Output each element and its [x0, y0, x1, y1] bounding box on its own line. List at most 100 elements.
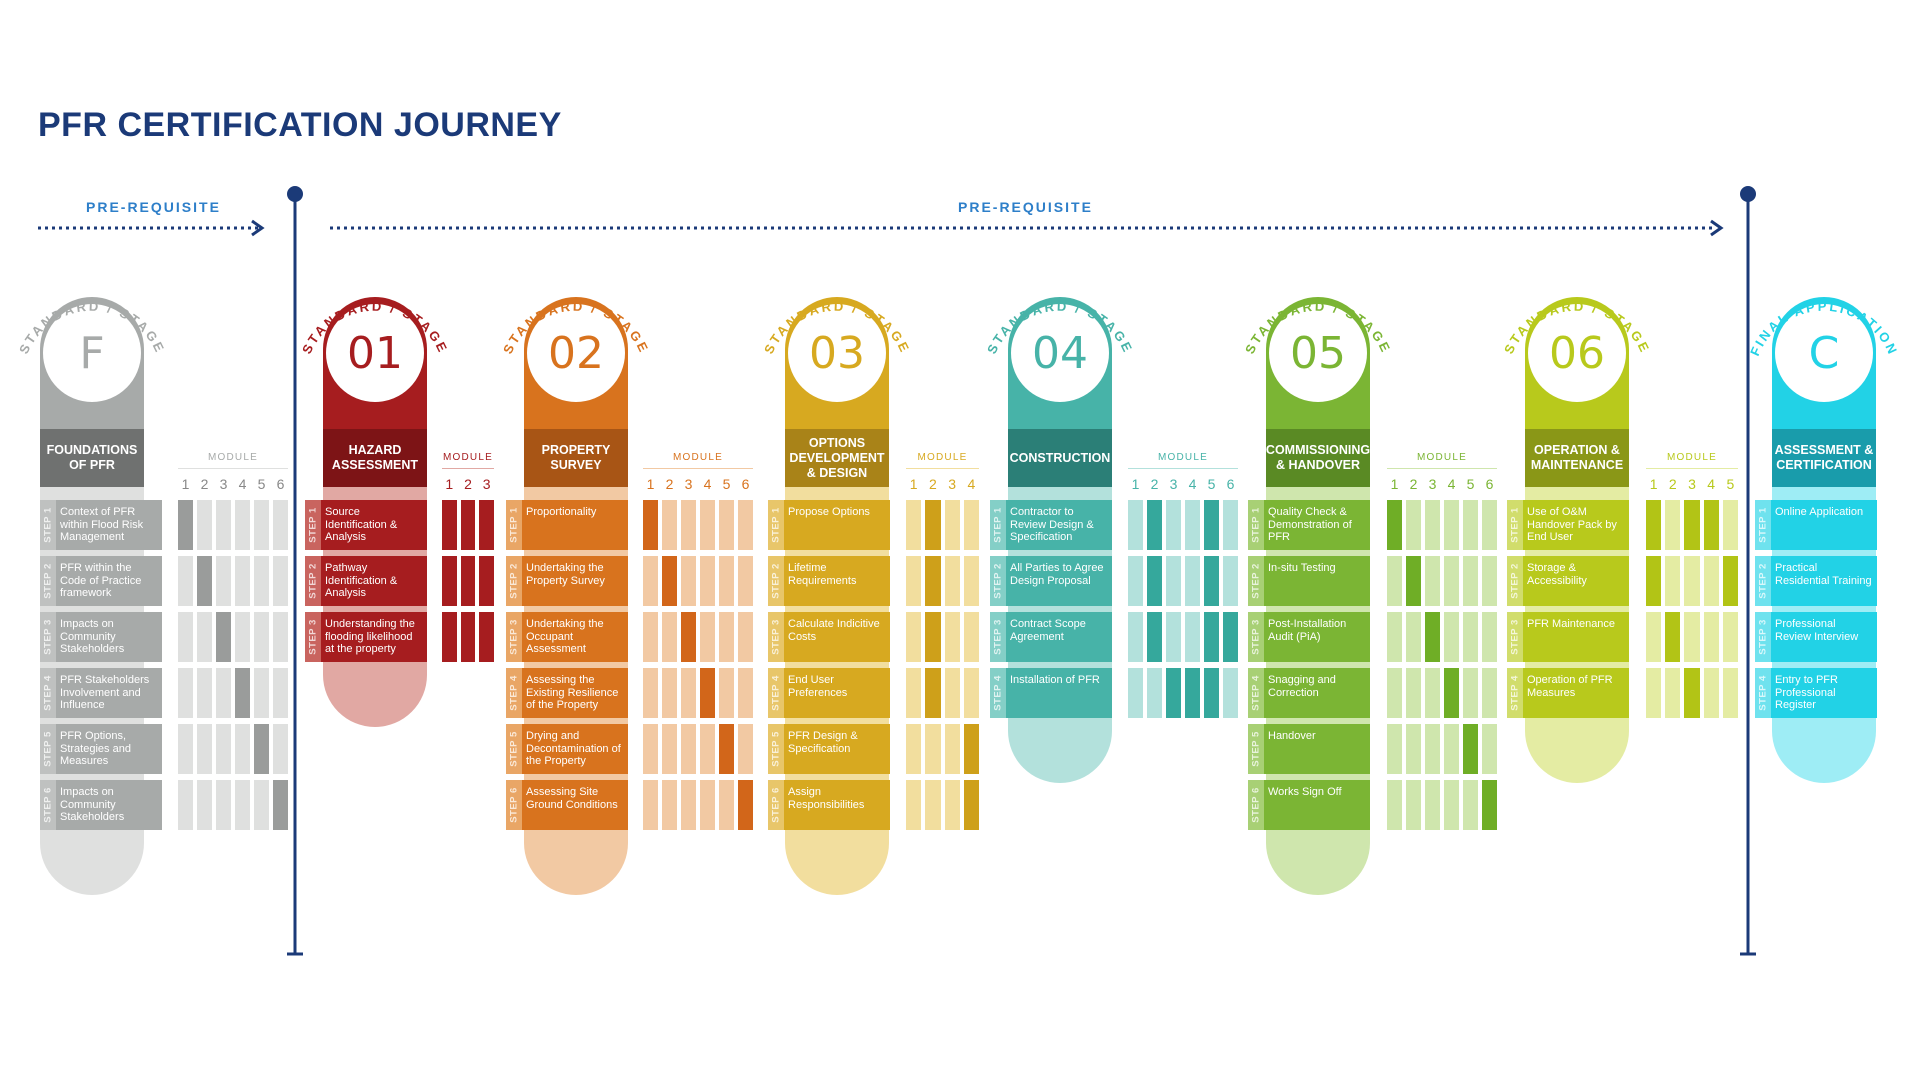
- step-tab: STEP 2: [1507, 556, 1523, 606]
- step-number: STEP 1: [508, 507, 520, 543]
- step-row: STEP 3 PFR Maintenance: [1507, 612, 1629, 662]
- module-cell: [944, 612, 960, 662]
- module-number: 2: [1150, 476, 1159, 492]
- step-number: STEP 2: [1250, 563, 1262, 599]
- step-tab: STEP 3: [40, 612, 56, 662]
- step-description: Installation of PFR: [1010, 674, 1100, 686]
- module-cell: [944, 500, 960, 550]
- stage-badge: 04: [1011, 304, 1109, 402]
- step-row: STEP 1 Quality Check & Demonstration of P…: [1248, 500, 1370, 550]
- step-tab: STEP 6: [1248, 780, 1264, 830]
- module-cell: [254, 500, 269, 550]
- module-cell: [925, 612, 941, 662]
- module-rule: [1128, 468, 1238, 469]
- step-description: Entry to PFR Professional Register: [1775, 674, 1838, 711]
- step-number: STEP 1: [992, 507, 1004, 543]
- module-cell: [254, 556, 269, 606]
- module-cell: [738, 780, 753, 830]
- module-cell: [643, 668, 658, 718]
- step-description: Assessing Site Ground Conditions: [526, 786, 618, 811]
- module-cell: [1444, 556, 1459, 606]
- step-tab: STEP 6: [506, 780, 522, 830]
- step-row: STEP 6 Works Sign Off: [1248, 780, 1370, 830]
- module-cell: [719, 668, 734, 718]
- module-cell: [216, 724, 231, 774]
- module-cell: [700, 612, 715, 662]
- module-cell: [1482, 668, 1497, 718]
- step-number: STEP 4: [1757, 675, 1769, 711]
- module-cell: [1204, 612, 1219, 662]
- module-cell: [1482, 724, 1497, 774]
- step-number: STEP 2: [770, 563, 782, 599]
- module-cell: [700, 500, 715, 550]
- module-cell: [925, 668, 941, 718]
- module-cell: [273, 612, 288, 662]
- module-cell: [442, 500, 457, 550]
- module-cell: [1646, 668, 1662, 718]
- module-cell: [479, 612, 494, 662]
- module-cell: [1128, 612, 1143, 662]
- module-cell: [643, 780, 658, 830]
- step-row: STEP 4 Snagging and Correction: [1248, 668, 1370, 718]
- step-description: PFR Options, Strategies and Measures: [60, 730, 131, 767]
- step-description: Drying and Decontamination of the Proper…: [526, 730, 621, 767]
- module-cell: [1646, 612, 1662, 662]
- module-number: 3: [1169, 476, 1178, 492]
- module-cell: [906, 500, 922, 550]
- module-cell: [906, 556, 922, 606]
- module-cell: [254, 780, 269, 830]
- step-row: STEP 5 PFR Design & Specification: [768, 724, 890, 774]
- step-description: Quality Check & Demonstration of PFR: [1268, 506, 1352, 543]
- module-cell: [1482, 612, 1497, 662]
- module-cell: [1444, 724, 1459, 774]
- prerequisite-label-left: PRE-REQUISITE: [86, 199, 221, 215]
- module-cell: [944, 780, 960, 830]
- module-cell: [254, 724, 269, 774]
- module-number: 6: [1226, 476, 1235, 492]
- module-cell: [738, 724, 753, 774]
- step-description: Contract Scope Agreement: [1010, 618, 1086, 643]
- module-cell: [235, 668, 250, 718]
- module-cell: [1166, 556, 1181, 606]
- module-cell: [1406, 668, 1421, 718]
- module-cell: [273, 668, 288, 718]
- step-row: STEP 4 Operation of PFR Measures: [1507, 668, 1629, 718]
- module-cell: [254, 612, 269, 662]
- step-description: Calculate Indicitive Costs: [788, 618, 880, 643]
- step-tab: STEP 2: [1248, 556, 1264, 606]
- module-number: 1: [445, 476, 454, 492]
- stage-badge: 01: [326, 304, 424, 402]
- module-cell: [944, 724, 960, 774]
- stage-title: CONSTRUCTION: [1008, 429, 1112, 487]
- module-cell: [1185, 556, 1200, 606]
- prerequisite-label-main: PRE-REQUISITE: [958, 199, 1093, 215]
- module-cell: [442, 612, 457, 662]
- module-cell: [925, 500, 941, 550]
- module-cell: [662, 724, 677, 774]
- module-cell: [681, 556, 696, 606]
- module-cell: [1684, 556, 1700, 606]
- step-tab: STEP 3: [506, 612, 522, 662]
- step-row: STEP 2 PFR within the Code of Practice fr…: [40, 556, 162, 606]
- step-row: STEP 2 Practical Residential Training: [1755, 556, 1877, 606]
- step-number: STEP 1: [1509, 507, 1521, 543]
- step-number: STEP 6: [1250, 787, 1262, 823]
- step-tab: STEP 6: [40, 780, 56, 830]
- module-cell: [1425, 724, 1440, 774]
- module-cell: [235, 612, 250, 662]
- module-cell: [1387, 500, 1402, 550]
- module-cell: [1406, 612, 1421, 662]
- module-number: 5: [1207, 476, 1216, 492]
- module-cell: [738, 612, 753, 662]
- stage-title: COMMISSIONING & HANDOVER: [1266, 429, 1370, 487]
- module-cell: [681, 780, 696, 830]
- step-tab: STEP 2: [990, 556, 1006, 606]
- step-row: STEP 2 Storage & Accessibility: [1507, 556, 1629, 606]
- step-row: STEP 3 Undertaking the Occupant Assessmen…: [506, 612, 628, 662]
- stage-badge: F: [43, 304, 141, 402]
- step-number: STEP 3: [1250, 619, 1262, 655]
- module-cell: [662, 780, 677, 830]
- module-cell: [235, 500, 250, 550]
